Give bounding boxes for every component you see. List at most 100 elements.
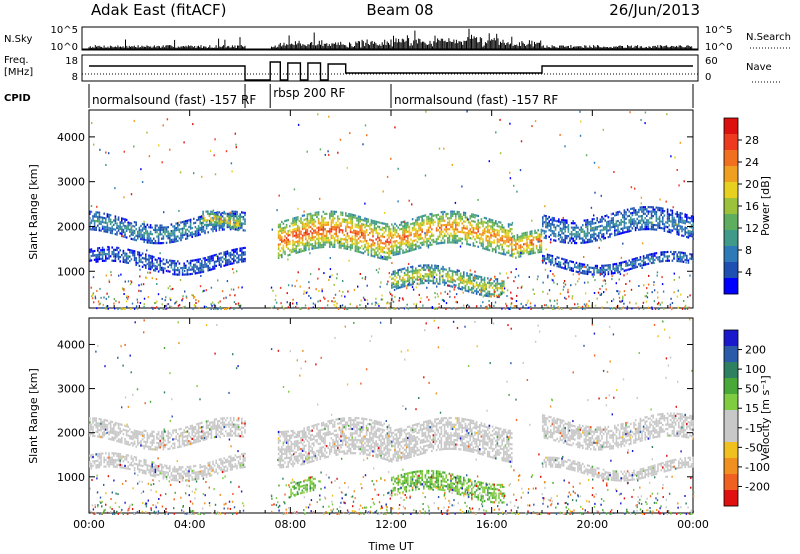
echo-cell (282, 251, 285, 254)
echo-cell (570, 233, 573, 236)
echo-cell (359, 226, 361, 230)
echo-cell (639, 228, 642, 231)
echo-cell (97, 253, 99, 256)
echo-cell (507, 234, 510, 237)
echo-cell (591, 235, 594, 238)
echo-cell (191, 268, 193, 271)
echo-cell (527, 246, 530, 249)
echo-cell (151, 255, 153, 258)
echo-cell (690, 230, 693, 233)
speckle-cell (388, 302, 391, 305)
echo-cell (300, 237, 302, 240)
echo-cell (244, 251, 246, 254)
speckle-cell (542, 308, 544, 310)
echo-cell (526, 235, 528, 239)
echo-cell (439, 269, 441, 272)
echo-cell (316, 215, 318, 219)
echo-cell (413, 244, 415, 247)
echo-cell (129, 235, 131, 238)
echo-cell (445, 215, 447, 218)
speckle-cell (226, 280, 229, 283)
echo-cell (455, 219, 457, 222)
echo-cell (213, 215, 215, 218)
echo-cell (456, 228, 459, 231)
echo-cell (663, 214, 666, 217)
echo-cell (137, 251, 139, 254)
echo-cell (623, 231, 626, 234)
speckle-cell (146, 277, 148, 280)
speckle-cell (331, 274, 333, 277)
echo-cell (474, 231, 476, 234)
echo-cell (491, 241, 494, 244)
echo-cell (114, 248, 117, 251)
echo-cell (127, 221, 129, 224)
echo-cell (501, 230, 503, 233)
echo-cell (121, 232, 123, 235)
echo-cell (191, 231, 193, 234)
echo-cell (665, 255, 667, 258)
echo-cell (633, 207, 635, 210)
echo-cell (480, 237, 483, 241)
speckle-cell (308, 294, 310, 297)
echo-cell (89, 226, 91, 229)
echo-cell (391, 249, 393, 252)
speckle-cell (223, 297, 225, 300)
echo-cell (242, 251, 245, 254)
echo-cell (175, 240, 177, 243)
echo-cell (509, 254, 511, 257)
echo-cell (501, 243, 503, 246)
echo-cell (642, 208, 645, 211)
echo-cell (529, 239, 531, 242)
speckle-cell (420, 297, 422, 300)
speckle-cell (553, 305, 555, 308)
freq-trace (82, 61, 698, 81)
echo-cell (490, 236, 492, 239)
echo-cell (295, 245, 297, 248)
echo-cell (604, 228, 606, 231)
echo-cell (424, 273, 427, 276)
speckle-cell (202, 269, 205, 272)
echo-cell (173, 262, 176, 265)
echo-cell (623, 218, 626, 221)
echo-cell (410, 245, 412, 248)
echo-cell (442, 219, 444, 222)
echo-cell (121, 217, 123, 220)
speckle-cell (205, 307, 207, 310)
echo-cell (407, 277, 409, 280)
echo-cell (119, 260, 121, 263)
echo-cell (124, 252, 126, 255)
echo-cell (389, 228, 392, 231)
echo-cell (506, 233, 508, 237)
echo-cell (386, 251, 389, 254)
echo-cell (427, 215, 430, 218)
echo-cell (306, 224, 309, 227)
echo-cell (300, 232, 302, 235)
echo-cell (612, 225, 614, 228)
echo-cell (221, 221, 224, 225)
echo-cell (434, 264, 436, 267)
echo-cell (208, 212, 211, 215)
echo-cell (183, 225, 185, 228)
echo-cell (169, 239, 171, 242)
echo-cell (191, 259, 193, 262)
echo-cell (180, 232, 182, 235)
echo-cell (394, 285, 396, 288)
echo-cell (183, 227, 185, 230)
echo-cell (108, 257, 110, 260)
echo-cell (219, 222, 222, 225)
echo-cell (689, 217, 691, 220)
speckle-cell (593, 292, 596, 294)
echo-cell (453, 237, 455, 240)
echo-cell (215, 211, 217, 215)
echo-cell (542, 257, 544, 260)
echo-cell (114, 215, 117, 218)
echo-cell (474, 289, 476, 293)
echo-cell (303, 242, 305, 246)
speckle-cell (548, 289, 551, 292)
echo-cell (237, 229, 239, 232)
echo-cell (327, 239, 329, 242)
echo-cell (615, 224, 618, 227)
echo-cell (501, 224, 503, 227)
echo-cell (213, 267, 216, 270)
echo-cell (295, 236, 297, 239)
